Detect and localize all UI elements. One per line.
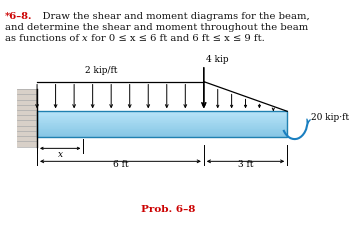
Bar (37, 112, 287, 113)
Bar (37, 126, 287, 127)
Text: 20 kip·ft: 20 kip·ft (311, 113, 350, 122)
Bar (37, 130, 287, 131)
Bar (37, 135, 287, 136)
Bar (37, 133, 287, 134)
Bar (17, 90, 37, 147)
Text: 3 ft: 3 ft (238, 160, 253, 169)
Bar (37, 127, 287, 128)
Bar (37, 125, 287, 126)
Text: Prob. 6–8: Prob. 6–8 (140, 204, 195, 213)
Bar (37, 128, 287, 129)
Bar (37, 124, 287, 125)
Text: x: x (58, 150, 63, 159)
Bar (37, 134, 287, 135)
Text: Draw the shear and moment diagrams for the beam,: Draw the shear and moment diagrams for t… (30, 12, 309, 21)
Bar (37, 123, 287, 124)
Text: as functions of: as functions of (5, 34, 82, 43)
Bar (37, 114, 287, 115)
Text: *6–8.: *6–8. (5, 12, 32, 21)
Bar (37, 118, 287, 119)
Bar (37, 129, 287, 130)
Bar (37, 120, 287, 121)
Text: 2 kip/ft: 2 kip/ft (85, 66, 117, 75)
Bar (37, 137, 287, 138)
Bar (37, 116, 287, 117)
Text: and determine the shear and moment throughout the beam: and determine the shear and moment throu… (5, 23, 308, 32)
Bar (37, 131, 287, 132)
Text: x: x (82, 34, 87, 43)
Bar (37, 119, 287, 120)
Bar (37, 115, 287, 116)
Bar (37, 117, 287, 118)
Bar (37, 136, 287, 137)
Bar (37, 122, 287, 123)
Bar (37, 132, 287, 133)
Bar (37, 112, 287, 138)
Text: for 0 ≤ x ≤ 6 ft and 6 ft ≤ x ≤ 9 ft.: for 0 ≤ x ≤ 6 ft and 6 ft ≤ x ≤ 9 ft. (88, 34, 265, 43)
Bar (37, 113, 287, 114)
Text: 4 kip: 4 kip (206, 55, 228, 64)
Bar (37, 121, 287, 122)
Text: 6 ft: 6 ft (113, 160, 128, 169)
